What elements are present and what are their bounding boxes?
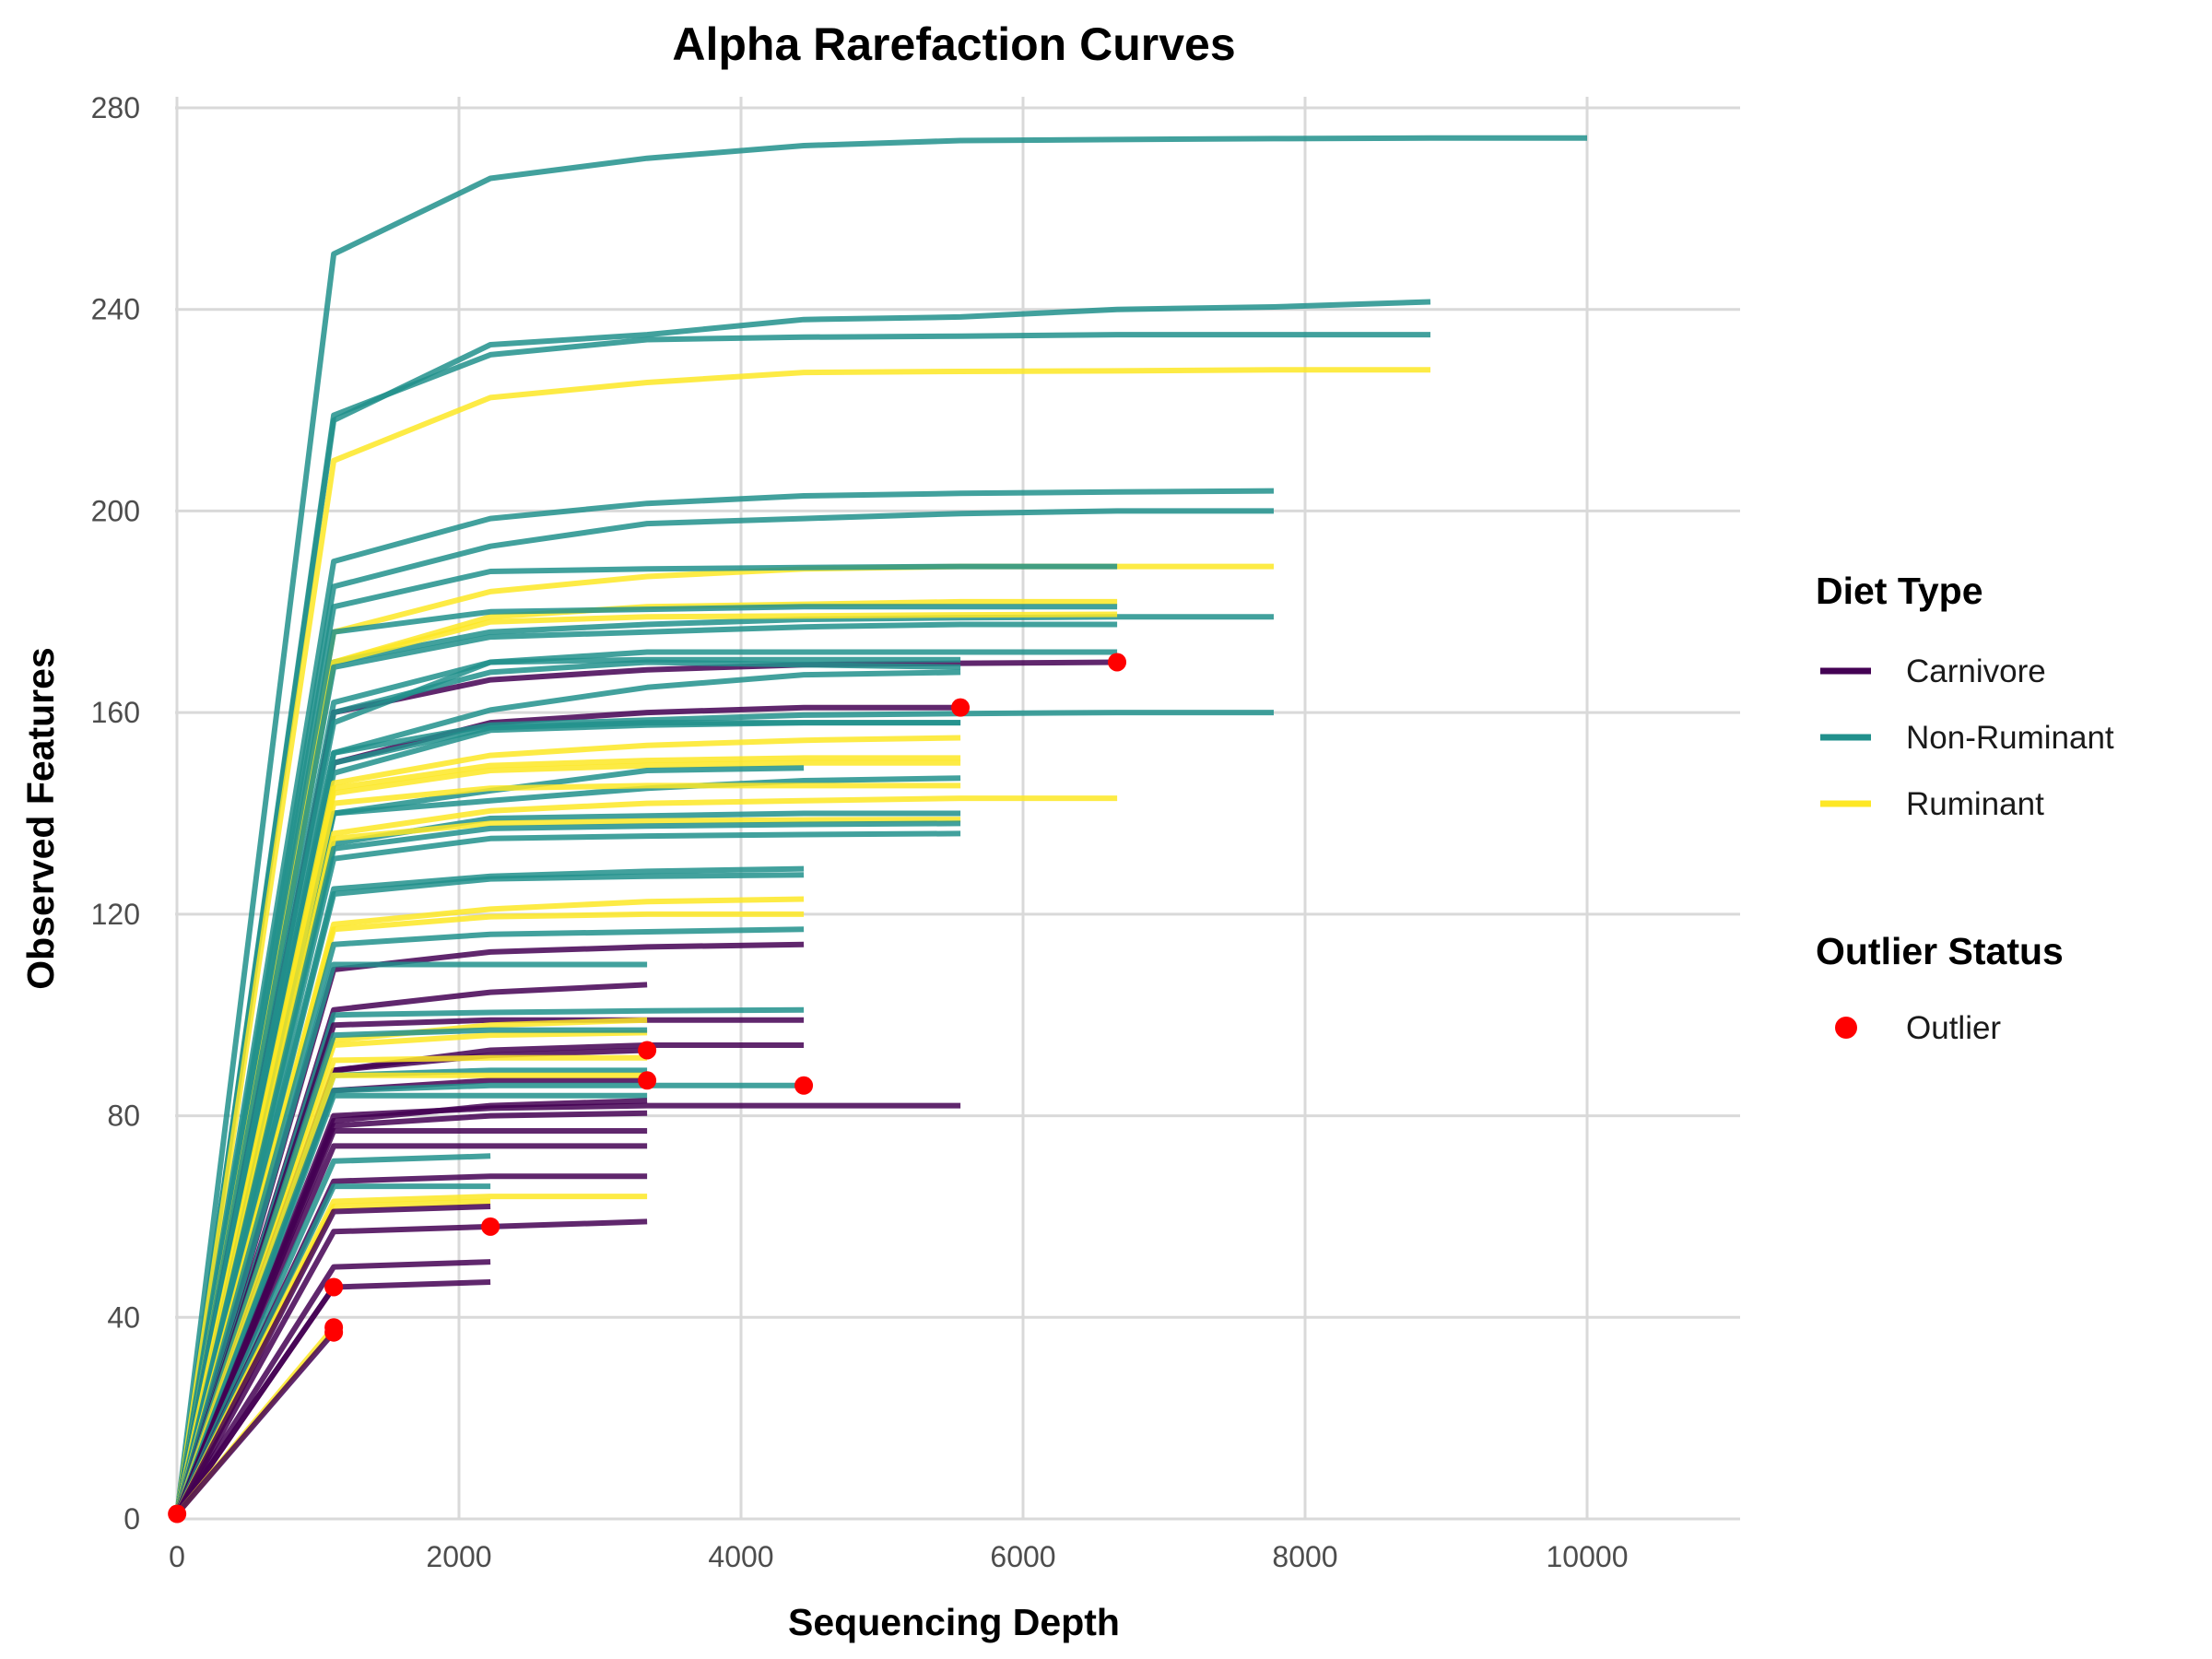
rarefaction-curve-ruminant <box>174 782 961 1515</box>
rarefaction-curve-non-ruminant <box>174 621 1118 1515</box>
y-tick-label: 280 <box>91 91 140 124</box>
rarefaction-curve-non-ruminant <box>174 135 1587 1514</box>
outlier-point <box>1108 653 1127 672</box>
outlier-point <box>951 698 971 717</box>
x-tick-label: 4000 <box>708 1540 773 1573</box>
legend-outlier-title: Outlier Status <box>1816 930 2064 972</box>
curves <box>174 135 1587 1516</box>
y-tick-label: 0 <box>124 1502 140 1535</box>
outlier-point <box>324 1323 344 1342</box>
outlier-point <box>638 1041 657 1060</box>
rarefaction-curve-ruminant <box>174 611 1118 1515</box>
y-tick-label: 240 <box>91 293 140 326</box>
rarefaction-curve-ruminant <box>174 795 1118 1515</box>
rarefaction-curve-non-ruminant <box>174 830 961 1515</box>
rarefaction-curve-non-ruminant <box>174 508 1274 1514</box>
x-tick-label: 0 <box>169 1540 185 1573</box>
axis-ticks: 0 40 80 120 160 200 240 280 0 2000 4000 6000 8000 100… <box>91 91 1629 1573</box>
x-tick-label: 6000 <box>990 1540 1055 1573</box>
y-tick-label: 160 <box>91 696 140 729</box>
y-tick-label: 40 <box>107 1300 140 1334</box>
rarefaction-curve-carnivore <box>174 1259 491 1516</box>
rarefaction-curve-ruminant <box>174 367 1430 1514</box>
rarefaction-curve-non-ruminant <box>174 659 961 1515</box>
rarefaction-curve-carnivore <box>174 1204 491 1515</box>
outlier-point <box>168 1504 187 1524</box>
rarefaction-curve-non-ruminant <box>174 563 1118 1515</box>
rarefaction-curve-non-ruminant <box>174 710 1274 1515</box>
legend-label-carnivore: Carnivore <box>1906 653 2046 689</box>
outlier-point <box>481 1217 500 1236</box>
rarefaction-curve-non-ruminant <box>174 604 1118 1515</box>
rarefaction-curve-non-ruminant <box>174 1092 648 1515</box>
rarefaction-curve-non-ruminant <box>174 1027 648 1515</box>
rarefaction-curve-carnivore <box>174 1285 336 1516</box>
rarefaction-curve-non-ruminant <box>174 961 648 1515</box>
legend-label-outlier: Outlier <box>1906 1010 2001 1046</box>
x-tick-label: 10000 <box>1547 1540 1629 1573</box>
y-tick-label: 200 <box>91 494 140 527</box>
legend-diet-title: Diet Type <box>1816 570 1983 612</box>
rarefaction-curve-carnivore <box>174 1143 648 1515</box>
y-tick-label: 120 <box>91 898 140 931</box>
rarefaction-curve-non-ruminant <box>174 649 1118 1515</box>
outlier-points <box>168 653 1127 1524</box>
rarefaction-curve-non-ruminant <box>174 488 1275 1514</box>
outlier-point <box>324 1277 344 1297</box>
legend-label-ruminant: Ruminant <box>1906 786 2044 822</box>
rarefaction-curve-non-ruminant <box>174 299 1431 1514</box>
legend-label-non-ruminant: Non-Ruminant <box>1906 720 2114 756</box>
rarefaction-curve-non-ruminant <box>174 926 805 1515</box>
rarefaction-curve-non-ruminant <box>174 872 805 1515</box>
outlier-point <box>794 1076 814 1095</box>
x-tick-label: 8000 <box>1272 1540 1337 1573</box>
rarefaction-curve-carnivore <box>174 1218 648 1515</box>
x-axis-title: Sequencing Depth <box>788 1601 1120 1643</box>
legend-key-outlier <box>1835 1017 1857 1039</box>
rarefaction-curve-non-ruminant <box>174 1153 491 1515</box>
rarefaction-curve-non-ruminant <box>174 332 1430 1514</box>
rarefaction-curve-carnivore <box>174 1128 648 1515</box>
x-tick-label: 2000 <box>426 1540 491 1573</box>
y-axis-title: Observed Features <box>19 647 62 989</box>
chart-title: Alpha Rarefaction Curves <box>672 18 1235 70</box>
legend: Diet Type Carnivore Non-Ruminant Ruminan… <box>1816 570 2114 1046</box>
outlier-point <box>638 1071 657 1090</box>
y-tick-label: 80 <box>107 1100 140 1133</box>
rarefaction-curve-carnivore <box>174 1330 336 1516</box>
